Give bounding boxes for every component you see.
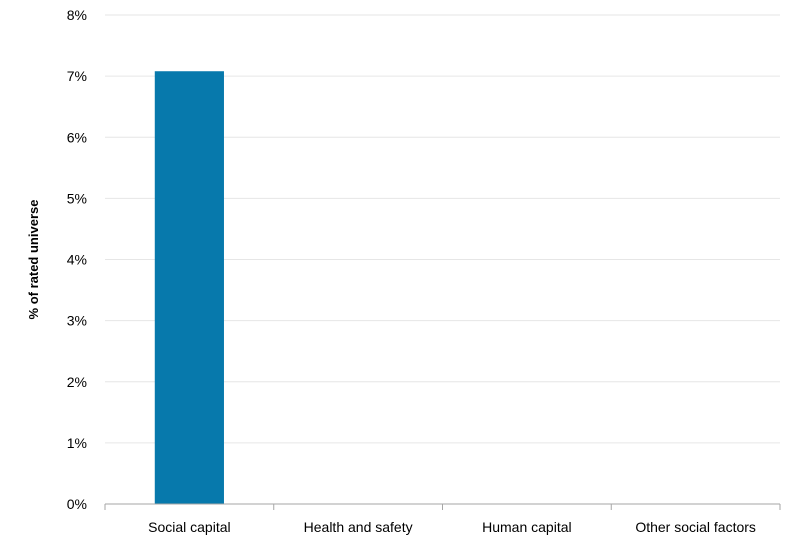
- x-tick-label: Other social factors: [635, 519, 756, 535]
- y-tick-label: 3%: [67, 313, 87, 329]
- y-axis-title: % of rated universe: [26, 200, 41, 320]
- bars: [154, 71, 224, 505]
- y-tick-label: 4%: [67, 252, 87, 268]
- y-tick-label: 7%: [67, 68, 87, 84]
- x-tick-label: Health and safety: [304, 519, 413, 535]
- bar: [154, 71, 224, 505]
- axes: [104, 503, 781, 510]
- y-tick-label: 1%: [67, 435, 87, 451]
- y-tick-label: 2%: [67, 374, 87, 390]
- y-tick-labels: 0% 1% 2% 3% 4% 5% 6% 7% 8%: [67, 7, 87, 512]
- x-tick-labels: Social capital Health and safety Human cap…: [148, 519, 756, 535]
- y-tick-label: 6%: [67, 129, 87, 145]
- y-tick-label: 5%: [67, 190, 87, 206]
- y-tick-label: 8%: [67, 7, 87, 23]
- y-tick-label: 0%: [67, 496, 87, 512]
- x-tick-label: Human capital: [482, 519, 572, 535]
- x-tick-label: Social capital: [148, 519, 231, 535]
